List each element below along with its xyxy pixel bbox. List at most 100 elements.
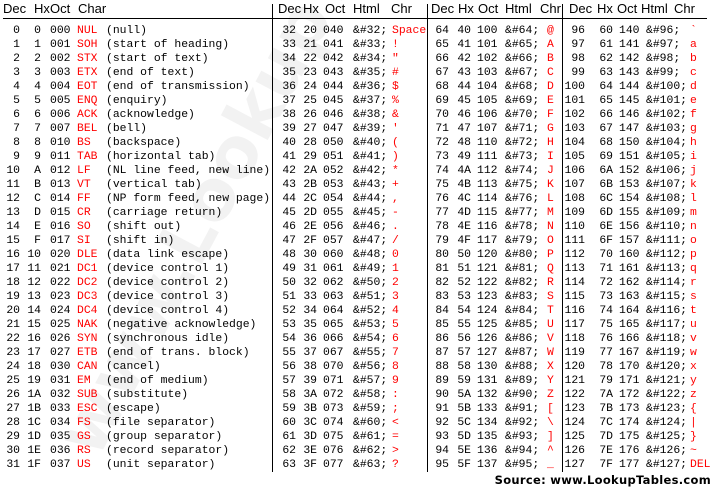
dec-value: 96 (571, 25, 585, 37)
dec-value: 80 (435, 249, 449, 261)
char-glyph: L (547, 193, 554, 205)
char-description: (shift out) (106, 221, 182, 233)
oct-value: 032 (50, 389, 71, 401)
hex-value: 16 (27, 333, 41, 345)
hex-value: 11 (27, 263, 41, 275)
oct-value: 101 (477, 39, 498, 51)
char-glyph: 3 (392, 291, 399, 303)
hex-value: 23 (303, 67, 317, 79)
html-entity: &#122; (646, 389, 688, 401)
dec-value: 92 (435, 417, 449, 429)
dec-value: 36 (282, 81, 296, 93)
oct-value: 176 (619, 445, 640, 457)
char-abbrev: CR (77, 207, 91, 219)
oct-value: 006 (50, 109, 71, 121)
oct-value: 076 (323, 445, 344, 457)
dec-value: 28 (6, 417, 20, 429)
hex-value: 74 (599, 305, 613, 317)
html-entity: &#36; (353, 81, 388, 93)
char-description: (end of medium) (106, 375, 209, 387)
oct-value: 054 (323, 193, 344, 205)
oct-value: 137 (477, 459, 498, 471)
char-abbrev: NAK (77, 319, 98, 331)
dec-value: 126 (564, 445, 585, 457)
html-entity: &#66; (505, 53, 540, 65)
char-glyph: y (690, 375, 697, 387)
dec-value: 7 (13, 123, 20, 135)
dec-value: 44 (282, 193, 296, 205)
dec-value: 81 (435, 263, 449, 275)
dec-value: 61 (282, 431, 296, 443)
char-glyph: r (690, 277, 697, 289)
column-header: Html (353, 1, 380, 16)
html-entity: &#84; (505, 305, 540, 317)
html-entity: &#124; (646, 417, 688, 429)
char-glyph: ( (392, 137, 399, 149)
source-credit: Source: www.LookupTables.com (494, 473, 711, 487)
dec-value: 13 (6, 207, 20, 219)
char-glyph: c (690, 67, 697, 79)
hex-value: 21 (303, 39, 317, 51)
oct-value: 114 (477, 193, 498, 205)
dec-value: 2 (13, 53, 20, 65)
html-entity: &#57; (353, 375, 388, 387)
hex-value: 79 (599, 375, 613, 387)
dec-value: 88 (435, 361, 449, 373)
hex-value: D (34, 207, 41, 219)
hex-value: 37 (303, 347, 317, 359)
hex-value: 7E (599, 445, 613, 457)
dec-value: 22 (6, 333, 20, 345)
hex-value: 33 (303, 291, 317, 303)
oct-value: 020 (50, 249, 71, 261)
html-entity: &#109; (646, 207, 688, 219)
hex-value: 9 (34, 151, 41, 163)
html-entity: &#32; (353, 25, 388, 37)
dec-value: 45 (282, 207, 296, 219)
html-entity: &#61; (353, 431, 388, 443)
dec-value: 124 (564, 417, 585, 429)
html-entity: &#43; (353, 179, 388, 191)
html-entity: &#119; (646, 347, 688, 359)
dec-value: 23 (6, 347, 20, 359)
oct-value: 131 (477, 375, 498, 387)
char-description: (start of text) (106, 53, 209, 65)
oct-value: 046 (323, 109, 344, 121)
hex-value: 32 (303, 277, 317, 289)
column-divider (272, 4, 273, 472)
char-glyph: H (547, 137, 554, 149)
char-abbrev: FS (77, 417, 91, 429)
dec-value: 75 (435, 179, 449, 191)
char-abbrev: ESC (77, 403, 98, 415)
oct-value: 027 (50, 347, 71, 359)
char-glyph: | (690, 417, 697, 429)
oct-value: 154 (619, 193, 640, 205)
hex-value: 4B (457, 179, 471, 191)
oct-value: 132 (477, 389, 498, 401)
oct-value: 003 (50, 67, 71, 79)
dec-value: 8 (13, 137, 20, 149)
hex-value: 4E (457, 221, 471, 233)
char-glyph: + (392, 179, 399, 191)
html-entity: &#34; (353, 53, 388, 65)
html-entity: &#108; (646, 193, 688, 205)
char-description: (end of transmission) (106, 81, 250, 93)
dec-value: 85 (435, 319, 449, 331)
html-entity: &#81; (505, 263, 540, 275)
html-entity: &#67; (505, 67, 540, 79)
oct-value: 140 (619, 25, 640, 37)
html-entity: &#55; (353, 347, 388, 359)
oct-value: 107 (477, 123, 498, 135)
html-entity: &#100; (646, 81, 688, 93)
hex-value: 28 (303, 137, 317, 149)
html-entity: &#49; (353, 263, 388, 275)
oct-value: 110 (477, 137, 498, 149)
dec-value: 20 (6, 305, 20, 317)
dec-value: 121 (564, 375, 585, 387)
html-entity: &#91; (505, 403, 540, 415)
char-glyph: h (690, 137, 697, 149)
oct-value: 121 (477, 263, 498, 275)
char-glyph: P (547, 249, 554, 261)
hex-value: 44 (457, 81, 471, 93)
char-description: (negative acknowledge) (106, 319, 257, 331)
hex-value: 18 (27, 361, 41, 373)
